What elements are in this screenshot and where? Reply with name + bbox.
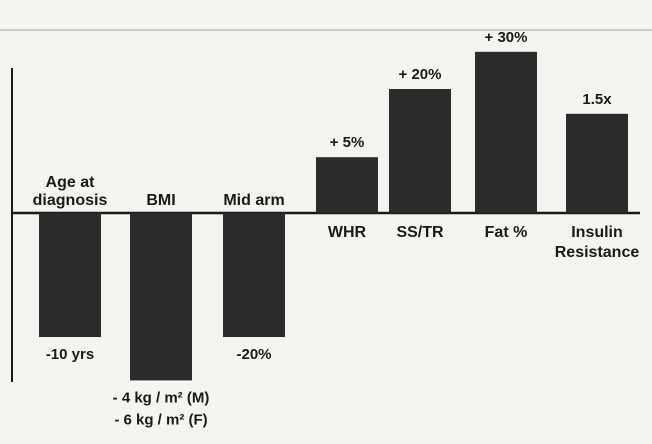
value-label-bmi: - 4 kg / m² (M) (113, 389, 210, 406)
bar-fat (475, 51, 537, 213)
value-label-insulin-resistance: 1.5x (582, 91, 612, 108)
category-label-fat: Fat % (485, 224, 528, 241)
category-label-mid-arm: Mid arm (223, 192, 284, 209)
value-label-bmi: - 6 kg / m² (F) (114, 411, 207, 428)
value-label-fat: + 30% (485, 29, 528, 46)
bar-bmi (130, 213, 192, 381)
category-label-whr: WHR (328, 224, 367, 241)
value-label-whr: + 5% (330, 134, 365, 151)
value-label-age-at-diagnosis: -10 yrs (46, 346, 94, 363)
bar-insulin-resistance (566, 113, 628, 213)
category-label-ss-tr: SS/TR (396, 224, 444, 241)
value-label-ss-tr: + 20% (399, 66, 442, 83)
bar-whr (316, 157, 378, 213)
value-label-mid-arm: -20% (236, 346, 271, 363)
category-label-insulin-resistance: Insulin (571, 224, 623, 241)
category-label-age-at-diagnosis: Age at (46, 174, 96, 191)
category-label-age-at-diagnosis: diagnosis (33, 192, 108, 209)
category-label-insulin-resistance: Resistance (555, 244, 640, 261)
category-label-bmi: BMI (146, 192, 175, 209)
bar-mid-arm (223, 213, 285, 337)
bar-age-at-diagnosis (39, 213, 101, 337)
bar-ss-tr (389, 89, 451, 213)
